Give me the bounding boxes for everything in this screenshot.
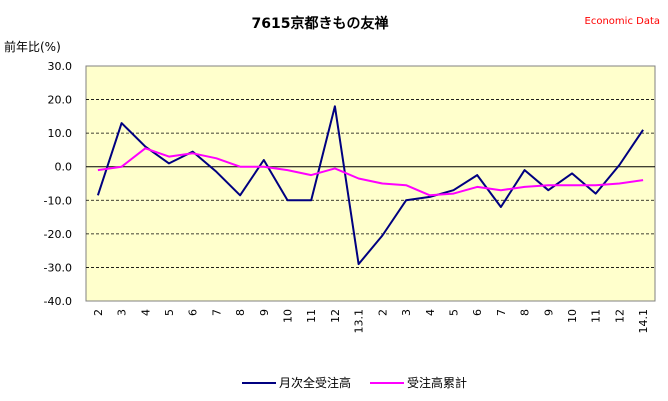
plot-area	[85, 65, 656, 302]
series-line-2	[97, 147, 644, 197]
x-tick-label: 6	[187, 309, 200, 316]
x-tick-label: 12	[613, 309, 626, 323]
x-tick-label: 9	[542, 309, 555, 316]
y-tick-label: 0.0	[55, 161, 73, 174]
x-tick-label: 13.1	[353, 309, 366, 334]
x-tick-label: 2	[376, 309, 389, 316]
x-tick-label: 11	[590, 309, 603, 323]
x-tick-label: 5	[447, 309, 460, 316]
series-lines	[96, 105, 644, 266]
x-tick-label: 4	[139, 309, 152, 316]
x-tick-label: 12	[329, 309, 342, 323]
y-axis-label: 前年比(%)	[4, 39, 61, 54]
y-tick-labels: 30.0 20.0 10.0 0.0 -10.0 -20.0 -30.0 -40.0	[44, 60, 72, 308]
x-tick-label: 9	[258, 309, 271, 316]
source-label: Economic Data	[585, 16, 660, 27]
x-tick-label: 7	[210, 309, 223, 316]
y-tick-label: 20.0	[48, 94, 73, 107]
y-tick-label: 10.0	[48, 127, 73, 140]
x-tick-label: 11	[305, 309, 318, 323]
x-tick-label: 3	[400, 309, 413, 316]
x-tick-label: 5	[163, 309, 176, 316]
y-tick-label: -10.0	[44, 194, 72, 207]
x-tick-label: 4	[424, 309, 437, 316]
x-tick-labels: 2 3 4 5 6 7 8 9 10 11 12 13.1 2 3 4 5 6 7 8 9 10 11 12 14.1	[92, 309, 650, 334]
y-tick-label: 30.0	[48, 60, 73, 73]
x-tick-label: 14.1	[637, 309, 650, 334]
x-tick-label: 3	[116, 309, 129, 316]
legend: 月次全受注高 受注高累計	[242, 375, 467, 390]
x-tick-label: 6	[471, 309, 484, 316]
grid-lines	[86, 99, 655, 268]
y-tick-label: -30.0	[44, 261, 72, 274]
y-tick-label: -40.0	[44, 295, 72, 308]
x-tick-label: 7	[495, 309, 508, 316]
chart-title: 7615京都きもの友禅	[252, 15, 389, 32]
x-tick-label: 2	[92, 309, 105, 316]
legend-label-series-1: 月次全受注高	[279, 375, 351, 390]
x-tick-label: 8	[519, 309, 532, 316]
x-tick-label: 10	[282, 309, 295, 323]
y-tick-label: -20.0	[44, 228, 72, 241]
x-tick-label: 10	[566, 309, 579, 323]
legend-label-series-2: 受注高累計	[407, 375, 467, 390]
x-tick-label: 8	[234, 309, 247, 316]
